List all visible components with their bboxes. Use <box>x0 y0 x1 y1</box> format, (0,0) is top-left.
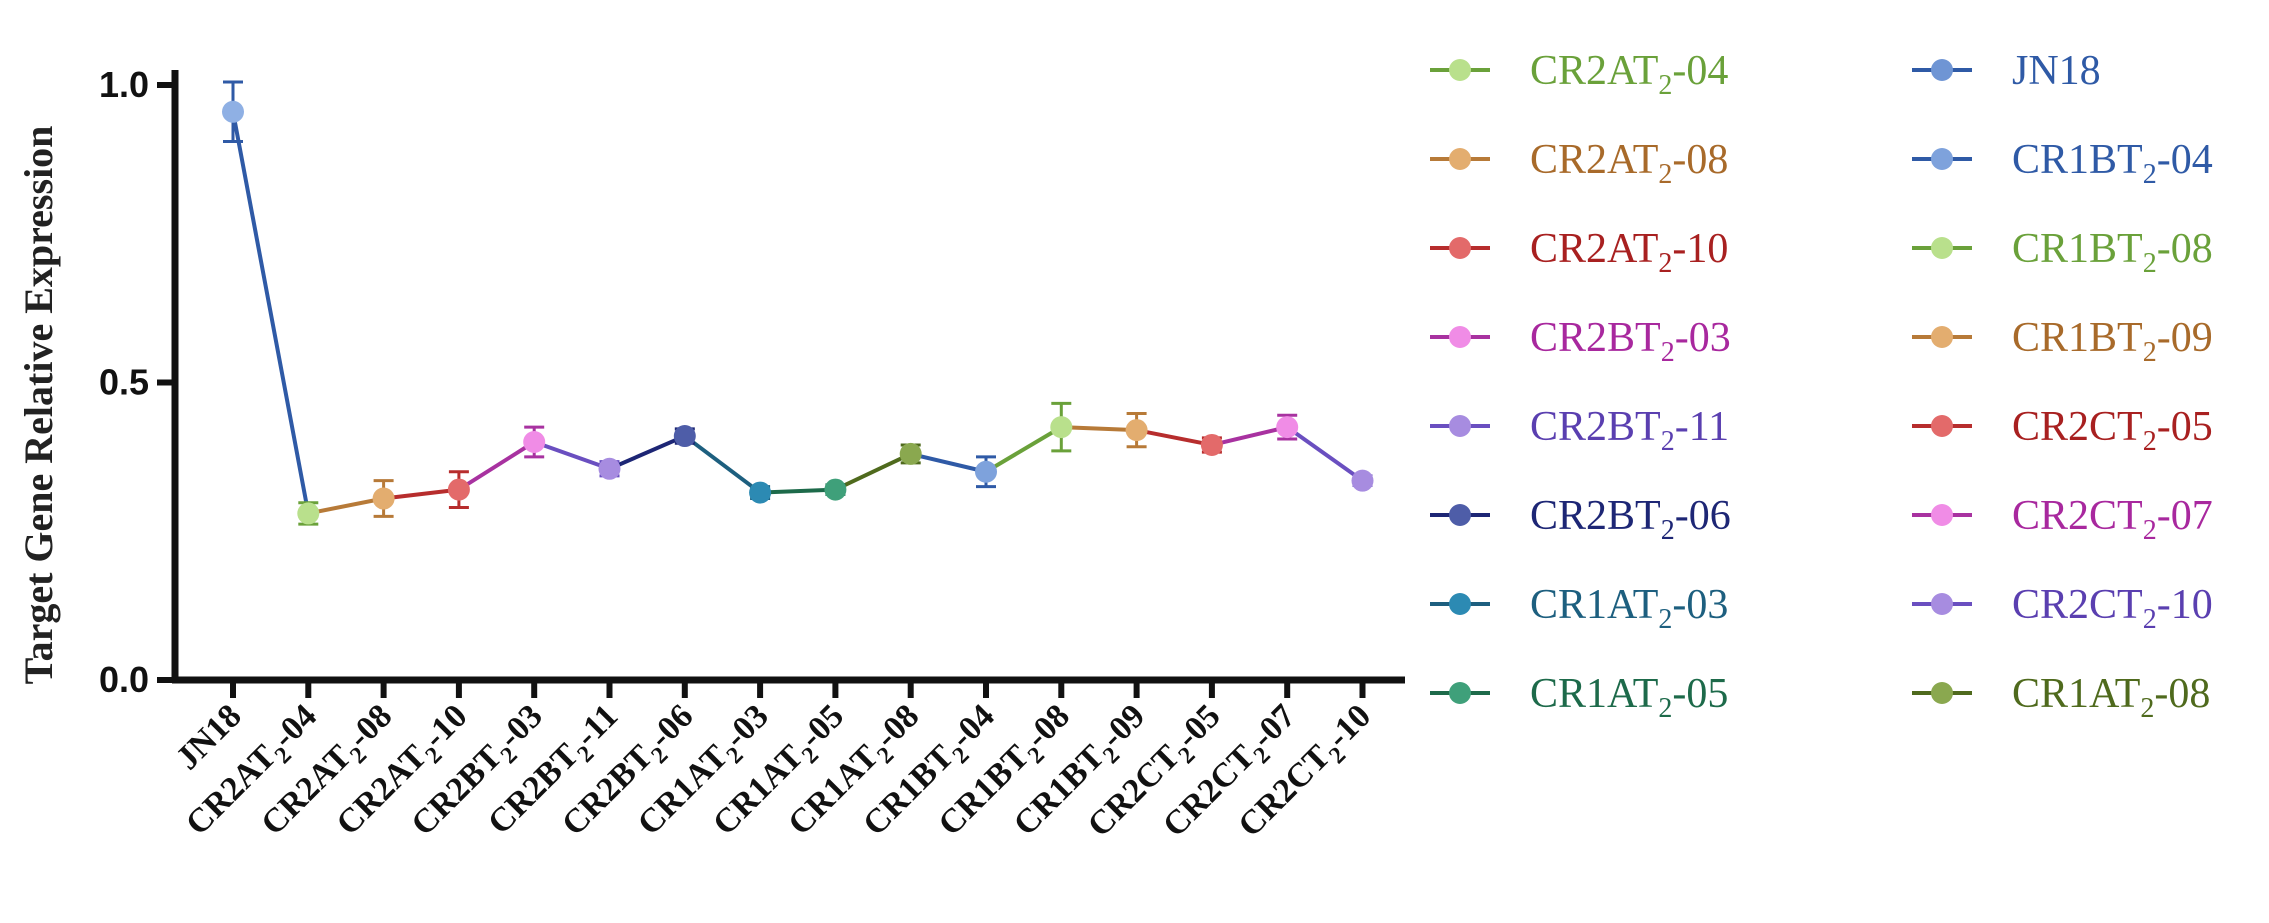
legend-dot-marker <box>1449 415 1471 437</box>
series-line-segment <box>1136 428 1213 447</box>
y-tick-label: 0.5 <box>99 362 149 403</box>
series-line-segment <box>307 496 384 516</box>
data-point <box>673 425 696 448</box>
y-tick-label: 1.0 <box>99 64 149 105</box>
legend-dot-marker <box>1931 682 1953 704</box>
legend-dot-marker <box>1449 237 1471 259</box>
data-point <box>523 431 546 453</box>
data-point <box>975 460 997 483</box>
legend-label: CR1AT2-03 <box>1530 582 1728 635</box>
data-point <box>1276 416 1299 439</box>
legend-label: JN18 <box>2012 48 2101 94</box>
data-point <box>749 481 772 504</box>
legend-entry: CR1BT2-09 <box>1912 315 2213 368</box>
data-point <box>1125 419 1148 442</box>
series-line-segment <box>457 440 536 492</box>
y-axis-label: Target Gene Relative Expression <box>16 126 61 685</box>
legend-dot-marker <box>1449 504 1471 526</box>
series-line-segment <box>683 434 762 495</box>
legend-dot-marker <box>1931 59 1953 81</box>
legend-entry: CR1AT2-05 <box>1430 671 1728 724</box>
data-point <box>598 457 621 480</box>
legend-label: CR1BT2-09 <box>2012 315 2213 368</box>
legend-dot-marker <box>1931 237 1953 259</box>
legend-entry: CR1AT2-08 <box>1912 671 2210 724</box>
series-line-segment <box>984 425 1063 474</box>
legend-dot-marker <box>1449 682 1471 704</box>
legend-label: CR1BT2-08 <box>2012 226 2213 279</box>
series-line-segment <box>383 487 460 501</box>
legend-label: CR2AT2-08 <box>1530 137 1728 190</box>
legend-entry: CR2BT2-11 <box>1430 404 1729 457</box>
legend-entry: CR2AT2-10 <box>1430 226 1728 279</box>
legend-dot-marker <box>1449 326 1471 348</box>
legend-entry: CR1BT2-08 <box>1912 226 2213 279</box>
legend-entry: JN18 <box>1912 48 2101 94</box>
legend-dot-marker <box>1931 504 1953 526</box>
legend-label: CR2AT2-04 <box>1530 48 1728 101</box>
data-point <box>824 478 847 501</box>
legend-label: CR1AT2-05 <box>1530 671 1728 724</box>
legend-entry: CR1BT2-04 <box>1912 137 2213 190</box>
data-point <box>1200 433 1223 456</box>
legend-entry: CR2CT2-07 <box>1912 493 2213 546</box>
legend-entry: CR1AT2-03 <box>1430 582 1728 635</box>
data-point <box>447 478 470 501</box>
legend-entry: CR2BT2-03 <box>1430 315 1731 368</box>
data-points <box>222 100 1374 525</box>
legend-dot-marker <box>1931 593 1953 615</box>
legend-label: CR2CT2-07 <box>2012 493 2213 546</box>
legend-label: CR2BT2-11 <box>1530 404 1729 457</box>
error-bars <box>223 80 1373 526</box>
legend-dot-marker <box>1449 59 1471 81</box>
x-ticks: JN18CR2AT2-04CR2AT2-08CR2AT2-10CR2BT2-03… <box>169 680 1383 849</box>
axes <box>171 70 1405 684</box>
series-line-segment <box>1211 425 1288 447</box>
data-point <box>899 442 922 465</box>
legend-label: CR2BT2-03 <box>1530 315 1731 368</box>
series-lines <box>231 111 1364 516</box>
legend-entry: CR2AT2-04 <box>1430 48 1728 101</box>
series-line-segment <box>1286 425 1364 483</box>
data-point <box>1050 416 1073 439</box>
y-tick-label: 0.0 <box>99 659 149 700</box>
legend-label: CR1AT2-08 <box>2012 671 2210 724</box>
legend: CR2AT2-04 CR2AT2-08 CR2AT2-10 CR2BT2-03 CR2B… <box>1430 48 2213 724</box>
legend-label: CR2CT2-05 <box>2012 404 2213 457</box>
series-line-segment <box>608 434 686 471</box>
legend-label: CR2CT2-10 <box>2012 582 2213 635</box>
series-line-segment <box>231 111 311 514</box>
data-point <box>372 487 395 510</box>
series-line-segment <box>533 440 611 471</box>
legend-dot-marker <box>1449 148 1471 170</box>
series-line-segment <box>834 452 912 492</box>
legend-entry: CR2CT2-05 <box>1912 404 2213 457</box>
legend-entry: CR2BT2-06 <box>1430 493 1731 546</box>
series-line-segment <box>1061 425 1137 433</box>
legend-entry: CR2AT2-08 <box>1430 137 1728 190</box>
y-ticks: 0.0 0.5 1.0 <box>99 64 175 700</box>
series-line-segment <box>760 487 836 495</box>
legend-label: CR2AT2-10 <box>1530 226 1728 279</box>
legend-dot-marker <box>1931 326 1953 348</box>
data-point <box>1351 469 1374 492</box>
legend-dot-marker <box>1931 148 1953 170</box>
legend-dot-marker <box>1449 593 1471 615</box>
legend-entry: CR2CT2-10 <box>1912 582 2213 635</box>
data-point <box>297 502 320 525</box>
series-line-segment <box>910 451 987 474</box>
data-point <box>222 100 244 123</box>
legend-label: CR1BT2-04 <box>2012 137 2213 190</box>
legend-dot-marker <box>1931 415 1953 437</box>
legend-label: CR2BT2-06 <box>1530 493 1731 546</box>
